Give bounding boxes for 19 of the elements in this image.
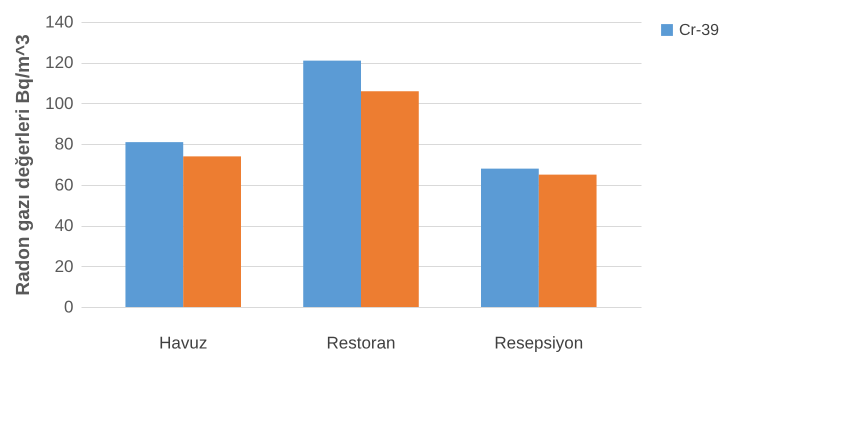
bar xyxy=(183,156,241,307)
y-tick-label: 120 xyxy=(45,53,74,72)
y-tick-label: 60 xyxy=(54,175,74,194)
legend-label: Cr-39 xyxy=(679,22,720,39)
y-tick-label: 40 xyxy=(54,216,74,236)
bar xyxy=(361,91,419,307)
bar xyxy=(538,174,597,307)
y-tick-label: 140 xyxy=(45,12,74,32)
bar xyxy=(125,142,184,307)
x-tick-label: Havuz xyxy=(159,334,208,352)
x-tick-label: Resepsiyon xyxy=(494,334,584,352)
y-axis-title: Radon gazı değerleri Bq/m^3 xyxy=(13,34,34,296)
bar xyxy=(481,168,539,307)
x-tick-label: Restoran xyxy=(326,334,396,352)
y-tick-label: 0 xyxy=(64,298,74,316)
y-tick-label: 80 xyxy=(54,134,74,154)
y-tick-label: 20 xyxy=(54,256,74,276)
y-tick-label: 100 xyxy=(45,94,74,113)
bar xyxy=(303,60,361,307)
